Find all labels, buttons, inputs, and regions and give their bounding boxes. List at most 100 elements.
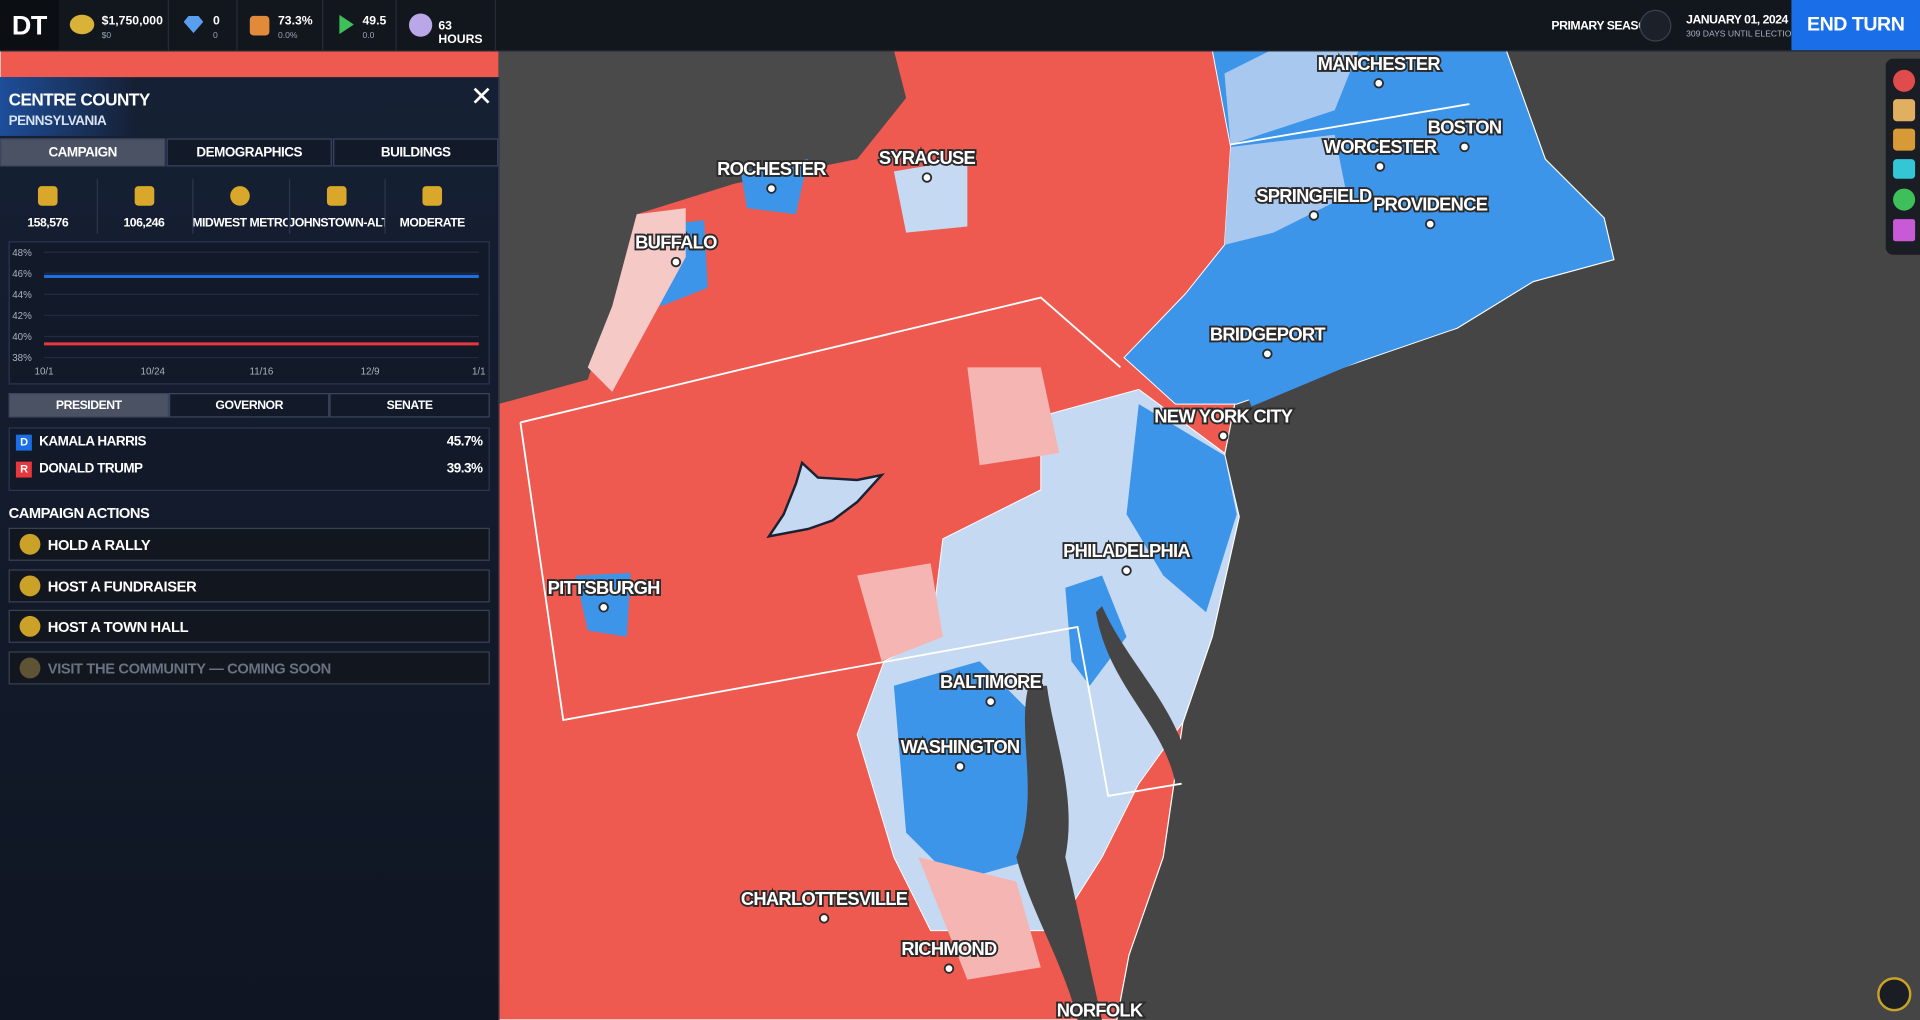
date: JANUARY 01, 2024 xyxy=(1686,13,1788,27)
city-dot xyxy=(1218,430,1229,442)
stat-delta: $0 xyxy=(101,31,112,41)
candidate-name: DONALD TRUMP xyxy=(39,461,143,477)
city-dot xyxy=(954,761,966,772)
city-label: BRIDGEPORT xyxy=(1210,323,1327,344)
selected-county[interactable] xyxy=(766,460,886,539)
tab[interactable]: CAMPAIGN xyxy=(0,138,166,167)
time-stat: 63 HOURS xyxy=(396,0,496,51)
city-label: WASHINGTON xyxy=(901,736,1020,757)
tab[interactable]: BUILDINGS xyxy=(333,138,499,167)
poll-chart: 38% 40% 42% 44% 46% 48% 10/1 10/24 11/16 12/9 1/1 xyxy=(12,248,486,378)
lake xyxy=(498,50,907,405)
calendar-button[interactable] xyxy=(1639,9,1672,42)
candidate-share: 39.3% xyxy=(446,461,483,477)
city-dot xyxy=(985,696,996,707)
action-icon xyxy=(19,615,41,637)
lean-blue-region xyxy=(1224,134,1347,245)
stat-value: MODERATE xyxy=(399,216,466,231)
stat-value: MIDWEST METRO xyxy=(192,216,288,231)
city-dot xyxy=(921,172,933,183)
city-dot xyxy=(1262,348,1273,360)
thumb-icon xyxy=(249,15,270,36)
city-label: PITTSBURGH xyxy=(548,577,660,598)
city-label: WORCESTER xyxy=(1324,136,1437,157)
logo: DT xyxy=(0,0,59,51)
end-turn-button[interactable]: END TURN xyxy=(1791,0,1920,51)
season: PRIMARY SEASON xyxy=(1551,19,1656,34)
race-tab[interactable]: GOVERNOR xyxy=(168,393,330,418)
stat-value: 158,576 xyxy=(27,216,69,231)
x-tick-label: 1/1 xyxy=(472,367,486,378)
city-label: MANCHESTER xyxy=(1318,53,1441,74)
layers-button[interactable] xyxy=(1877,977,1912,1012)
x-tick-label: 10/24 xyxy=(141,367,166,378)
action-button[interactable]: HOLD A RALLY xyxy=(8,527,490,561)
stat-icon xyxy=(37,186,58,206)
action-button[interactable]: HOST A FUNDRAISER xyxy=(8,568,490,602)
state-border xyxy=(519,422,1182,797)
city-label: NEW YORK CITY xyxy=(1154,405,1293,426)
action-icon xyxy=(19,574,41,596)
party-badge: D xyxy=(15,434,32,451)
city-dot xyxy=(1374,161,1386,172)
city-label: SYRACUSE xyxy=(879,147,976,168)
city-label: RICHMOND xyxy=(901,938,997,959)
city-label: SPRINGFIELD xyxy=(1256,185,1372,206)
light-blue-region xyxy=(893,159,968,233)
tool-button[interactable] xyxy=(1893,219,1916,242)
blue-region xyxy=(1126,404,1237,613)
divider xyxy=(192,178,194,234)
money-stat: $1,750,000 $0 xyxy=(59,0,169,51)
tool-button[interactable] xyxy=(1893,128,1916,151)
race-tab[interactable]: SENATE xyxy=(329,393,490,418)
stat-value: 73.3% xyxy=(277,14,313,29)
divider xyxy=(288,178,290,234)
state-border xyxy=(1230,103,1470,146)
action-icon xyxy=(19,533,41,555)
stat-value: 49.5 xyxy=(362,14,387,29)
tab[interactable]: DEMOGRAPHICS xyxy=(166,138,332,167)
y-tick-label: 48% xyxy=(12,248,32,259)
lean-blue-region xyxy=(1224,48,1360,145)
city-label: ROCHESTER xyxy=(717,158,826,179)
city-dot xyxy=(670,256,682,268)
candidate-name: KAMALA HARRIS xyxy=(39,434,147,450)
x-tick-label: 11/16 xyxy=(250,367,274,378)
stat-value: 0 xyxy=(213,14,220,29)
close-button[interactable]: ✕ xyxy=(470,80,493,112)
tool-button[interactable] xyxy=(1893,69,1916,92)
race-tab[interactable]: PRESIDENT xyxy=(8,393,169,418)
actions-title: CAMPAIGN ACTIONS xyxy=(8,504,150,522)
city-label: BUFFALO xyxy=(635,232,717,253)
city-dot xyxy=(1459,141,1470,153)
lean-red-region xyxy=(857,563,943,662)
divider xyxy=(384,178,386,234)
action-button[interactable]: HOST A TOWN HALL xyxy=(8,609,490,643)
momentum-stat: 49.5 0.0 xyxy=(322,0,397,51)
tool-button[interactable] xyxy=(1893,99,1916,122)
stat-delta: 0 xyxy=(213,31,218,41)
chesapeake-bay xyxy=(1016,685,1103,1020)
city-dot xyxy=(1121,565,1132,576)
y-tick-label: 46% xyxy=(12,269,32,280)
header-accent xyxy=(0,77,135,136)
candidate-box: D KAMALA HARRIS 45.7% R DONALD TRUMP 39.3% xyxy=(8,427,490,492)
city-dot xyxy=(943,963,955,974)
tool-button[interactable] xyxy=(1893,188,1916,211)
lean-red-region xyxy=(918,857,1041,980)
state-name: PENNSYLVANIA xyxy=(8,113,107,129)
county-name: CENTRE COUNTY xyxy=(8,89,151,109)
x-tick-label: 12/9 xyxy=(361,367,380,378)
city-dot xyxy=(818,913,830,924)
clock-icon xyxy=(408,13,433,37)
stat-value: $1,750,000 xyxy=(101,14,163,29)
tool-button[interactable] xyxy=(1893,159,1916,179)
candidate-share: 45.7% xyxy=(446,434,483,450)
countdown: 309 DAYS UNTIL ELECTION xyxy=(1686,30,1798,40)
city-dot xyxy=(598,602,609,613)
gem-icon xyxy=(183,15,204,34)
blue-region xyxy=(1065,575,1127,686)
city-dot xyxy=(1425,218,1436,230)
